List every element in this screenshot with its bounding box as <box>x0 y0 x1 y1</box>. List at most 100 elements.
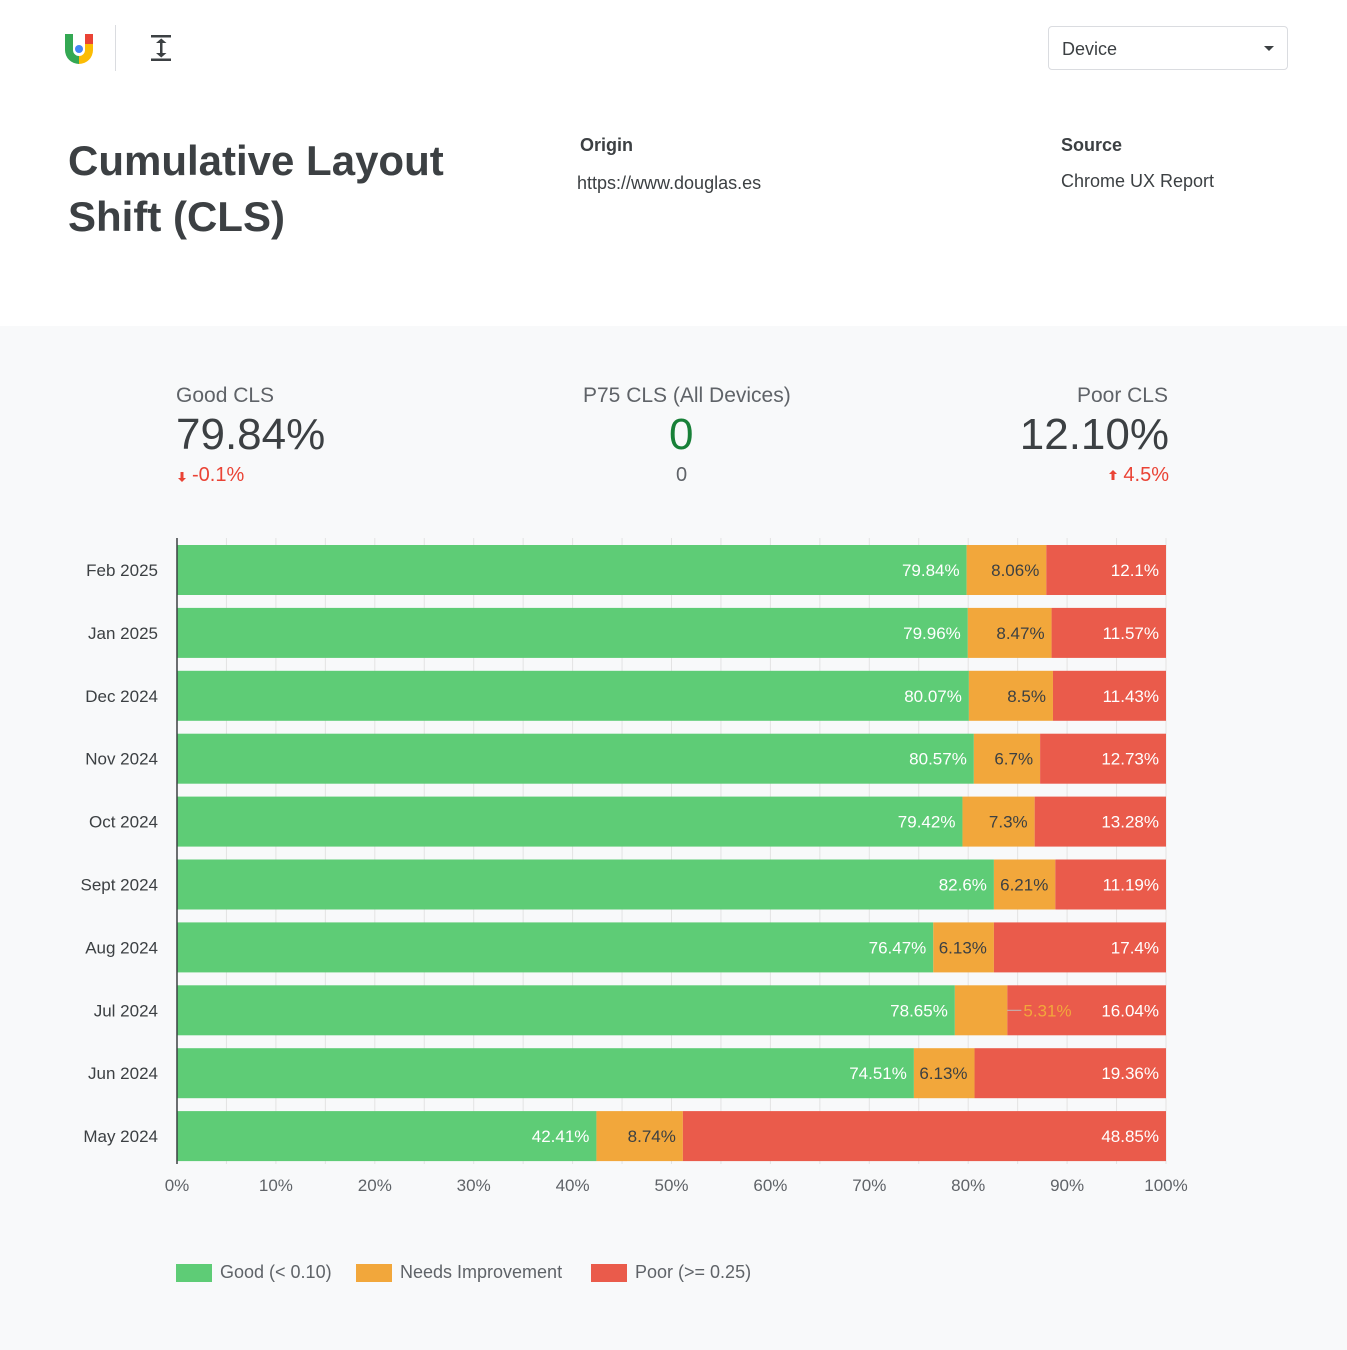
x-tick-label: 20% <box>358 1176 392 1195</box>
bar-segment-good <box>177 545 967 595</box>
header: Device Cumulative Layout Shift (CLS) Ori… <box>0 0 1347 326</box>
legend-swatch-needs-improvement <box>356 1264 392 1282</box>
x-tick-label: 10% <box>259 1176 293 1195</box>
bar-segment-poor <box>1034 796 1166 847</box>
good-cls-value: 79.84% <box>176 410 326 459</box>
bar-segment-needs-improvement <box>933 922 994 973</box>
bar-segment-poor <box>1055 859 1166 910</box>
device-select-label: Device <box>1062 39 1118 59</box>
data-label: 13.28% <box>1101 813 1159 832</box>
data-label: 80.57% <box>909 750 967 769</box>
bar-segment-needs-improvement <box>962 796 1035 847</box>
data-label: 74.51% <box>849 1064 907 1083</box>
bar-segment-good <box>177 607 968 658</box>
legend-label-good: Good (< 0.10) <box>220 1262 332 1282</box>
category-label: Nov 2024 <box>85 750 158 769</box>
legend-swatch-good <box>176 1264 212 1282</box>
arrow-up-icon <box>1109 470 1118 480</box>
data-label: 8.5% <box>1007 687 1046 706</box>
data-label: 19.36% <box>1101 1064 1159 1083</box>
poor-cls-delta-text: 4.5% <box>1123 464 1169 486</box>
category-label: Jul 2024 <box>94 1001 158 1020</box>
cls-stacked-bar-chart: Feb 2025 79.84% 8.06% 12.1% Jan 2025 79.96% 8.… <box>80 538 1188 1195</box>
legend-swatch-poor <box>591 1264 627 1282</box>
category-label: Jun 2024 <box>88 1064 158 1083</box>
bar-segment-good <box>177 1048 914 1099</box>
data-label: 48.85% <box>1101 1127 1159 1146</box>
category-label: Aug 2024 <box>85 938 158 957</box>
bar-segment-poor <box>1051 607 1166 658</box>
origin-label: Origin <box>580 135 633 155</box>
good-cls-label: Good CLS <box>176 384 275 407</box>
data-label: 17.4% <box>1111 938 1159 957</box>
data-label: 6.21% <box>1000 876 1048 895</box>
data-label: 6.7% <box>994 750 1033 769</box>
data-label: 5.31% <box>1023 1001 1071 1020</box>
arrow-down-icon <box>178 472 186 482</box>
chevron-down-icon <box>1264 46 1274 51</box>
bar-segment-poor <box>682 1111 1166 1162</box>
legend-label-needs-improvement: Needs Improvement <box>400 1262 563 1282</box>
x-tick-label: 40% <box>556 1176 590 1195</box>
x-tick-label: 0% <box>165 1176 190 1195</box>
bar-segment-poor <box>1040 733 1166 784</box>
data-label: 6.13% <box>919 1064 967 1083</box>
bar-segment-needs-improvement <box>913 1048 975 1099</box>
data-label: 82.6% <box>939 876 987 895</box>
bar-segment-needs-improvement <box>954 985 1008 1036</box>
bar-segment-good <box>177 859 994 910</box>
data-label: 16.04% <box>1101 1001 1159 1020</box>
data-label: 12.73% <box>1101 750 1159 769</box>
x-tick-label: 50% <box>654 1176 688 1195</box>
x-tick-label: 60% <box>753 1176 787 1195</box>
bar-segment-needs-improvement <box>993 859 1056 910</box>
bar-segment-needs-improvement <box>966 545 1047 595</box>
device-select[interactable]: Device <box>1048 26 1288 70</box>
category-label: Jan 2025 <box>88 624 158 643</box>
data-label: 7.3% <box>989 813 1028 832</box>
x-tick-label: 30% <box>457 1176 491 1195</box>
good-cls-delta: -0.1% <box>176 464 244 487</box>
category-label: Sept 2024 <box>80 876 158 895</box>
data-label: 78.65% <box>890 1001 948 1020</box>
data-label: 79.96% <box>903 624 961 643</box>
source-label: Source <box>1061 135 1123 155</box>
bar-segment-good <box>177 922 934 973</box>
data-label: 11.43% <box>1103 687 1159 706</box>
bar-segment-needs-improvement <box>967 607 1052 658</box>
poor-cls-value: 12.10% <box>1019 410 1169 459</box>
data-label: 79.42% <box>898 813 956 832</box>
x-tick-label: 90% <box>1050 1176 1084 1195</box>
bar-segment-poor <box>974 1048 1166 1099</box>
bar-segment-poor <box>1046 545 1166 595</box>
bar-segment-good <box>177 796 963 847</box>
data-label: 76.47% <box>869 938 927 957</box>
bar-segment-needs-improvement <box>968 670 1053 721</box>
data-label: 42.41% <box>532 1127 590 1146</box>
page-title: Cumulative Layout Shift (CLS) <box>68 137 444 240</box>
origin-value: https://www.douglas.es <box>577 173 762 193</box>
bar-segment-needs-improvement <box>973 733 1041 784</box>
good-cls-delta-text: -0.1% <box>192 464 245 486</box>
p75-cls-label: P75 CLS (All Devices) <box>583 384 791 407</box>
data-label: 80.07% <box>904 687 962 706</box>
x-tick-label: 100% <box>1144 1176 1187 1195</box>
bar-segment-good <box>177 985 955 1036</box>
p75-cls-sub: 0 <box>676 464 688 486</box>
bar-segment-poor <box>1007 985 1166 1036</box>
bar-segment-poor <box>1052 670 1166 721</box>
data-label: 8.74% <box>628 1127 676 1146</box>
app-logo-icon <box>65 34 93 64</box>
bar-segment-good <box>177 1111 597 1162</box>
x-tick-label: 80% <box>951 1176 985 1195</box>
data-label: 12.1% <box>1111 561 1159 580</box>
data-label: 8.06% <box>991 561 1039 580</box>
data-label: 11.57% <box>1103 624 1159 643</box>
p75-cls-value: 0 <box>669 410 694 459</box>
bar-segment-good <box>177 670 969 721</box>
expand-vertical-icon[interactable] <box>146 32 176 64</box>
category-label: May 2024 <box>83 1127 158 1146</box>
category-label: Dec 2024 <box>85 687 158 706</box>
source-value: Chrome UX Report <box>1061 171 1215 191</box>
data-label: 79.84% <box>902 561 960 580</box>
